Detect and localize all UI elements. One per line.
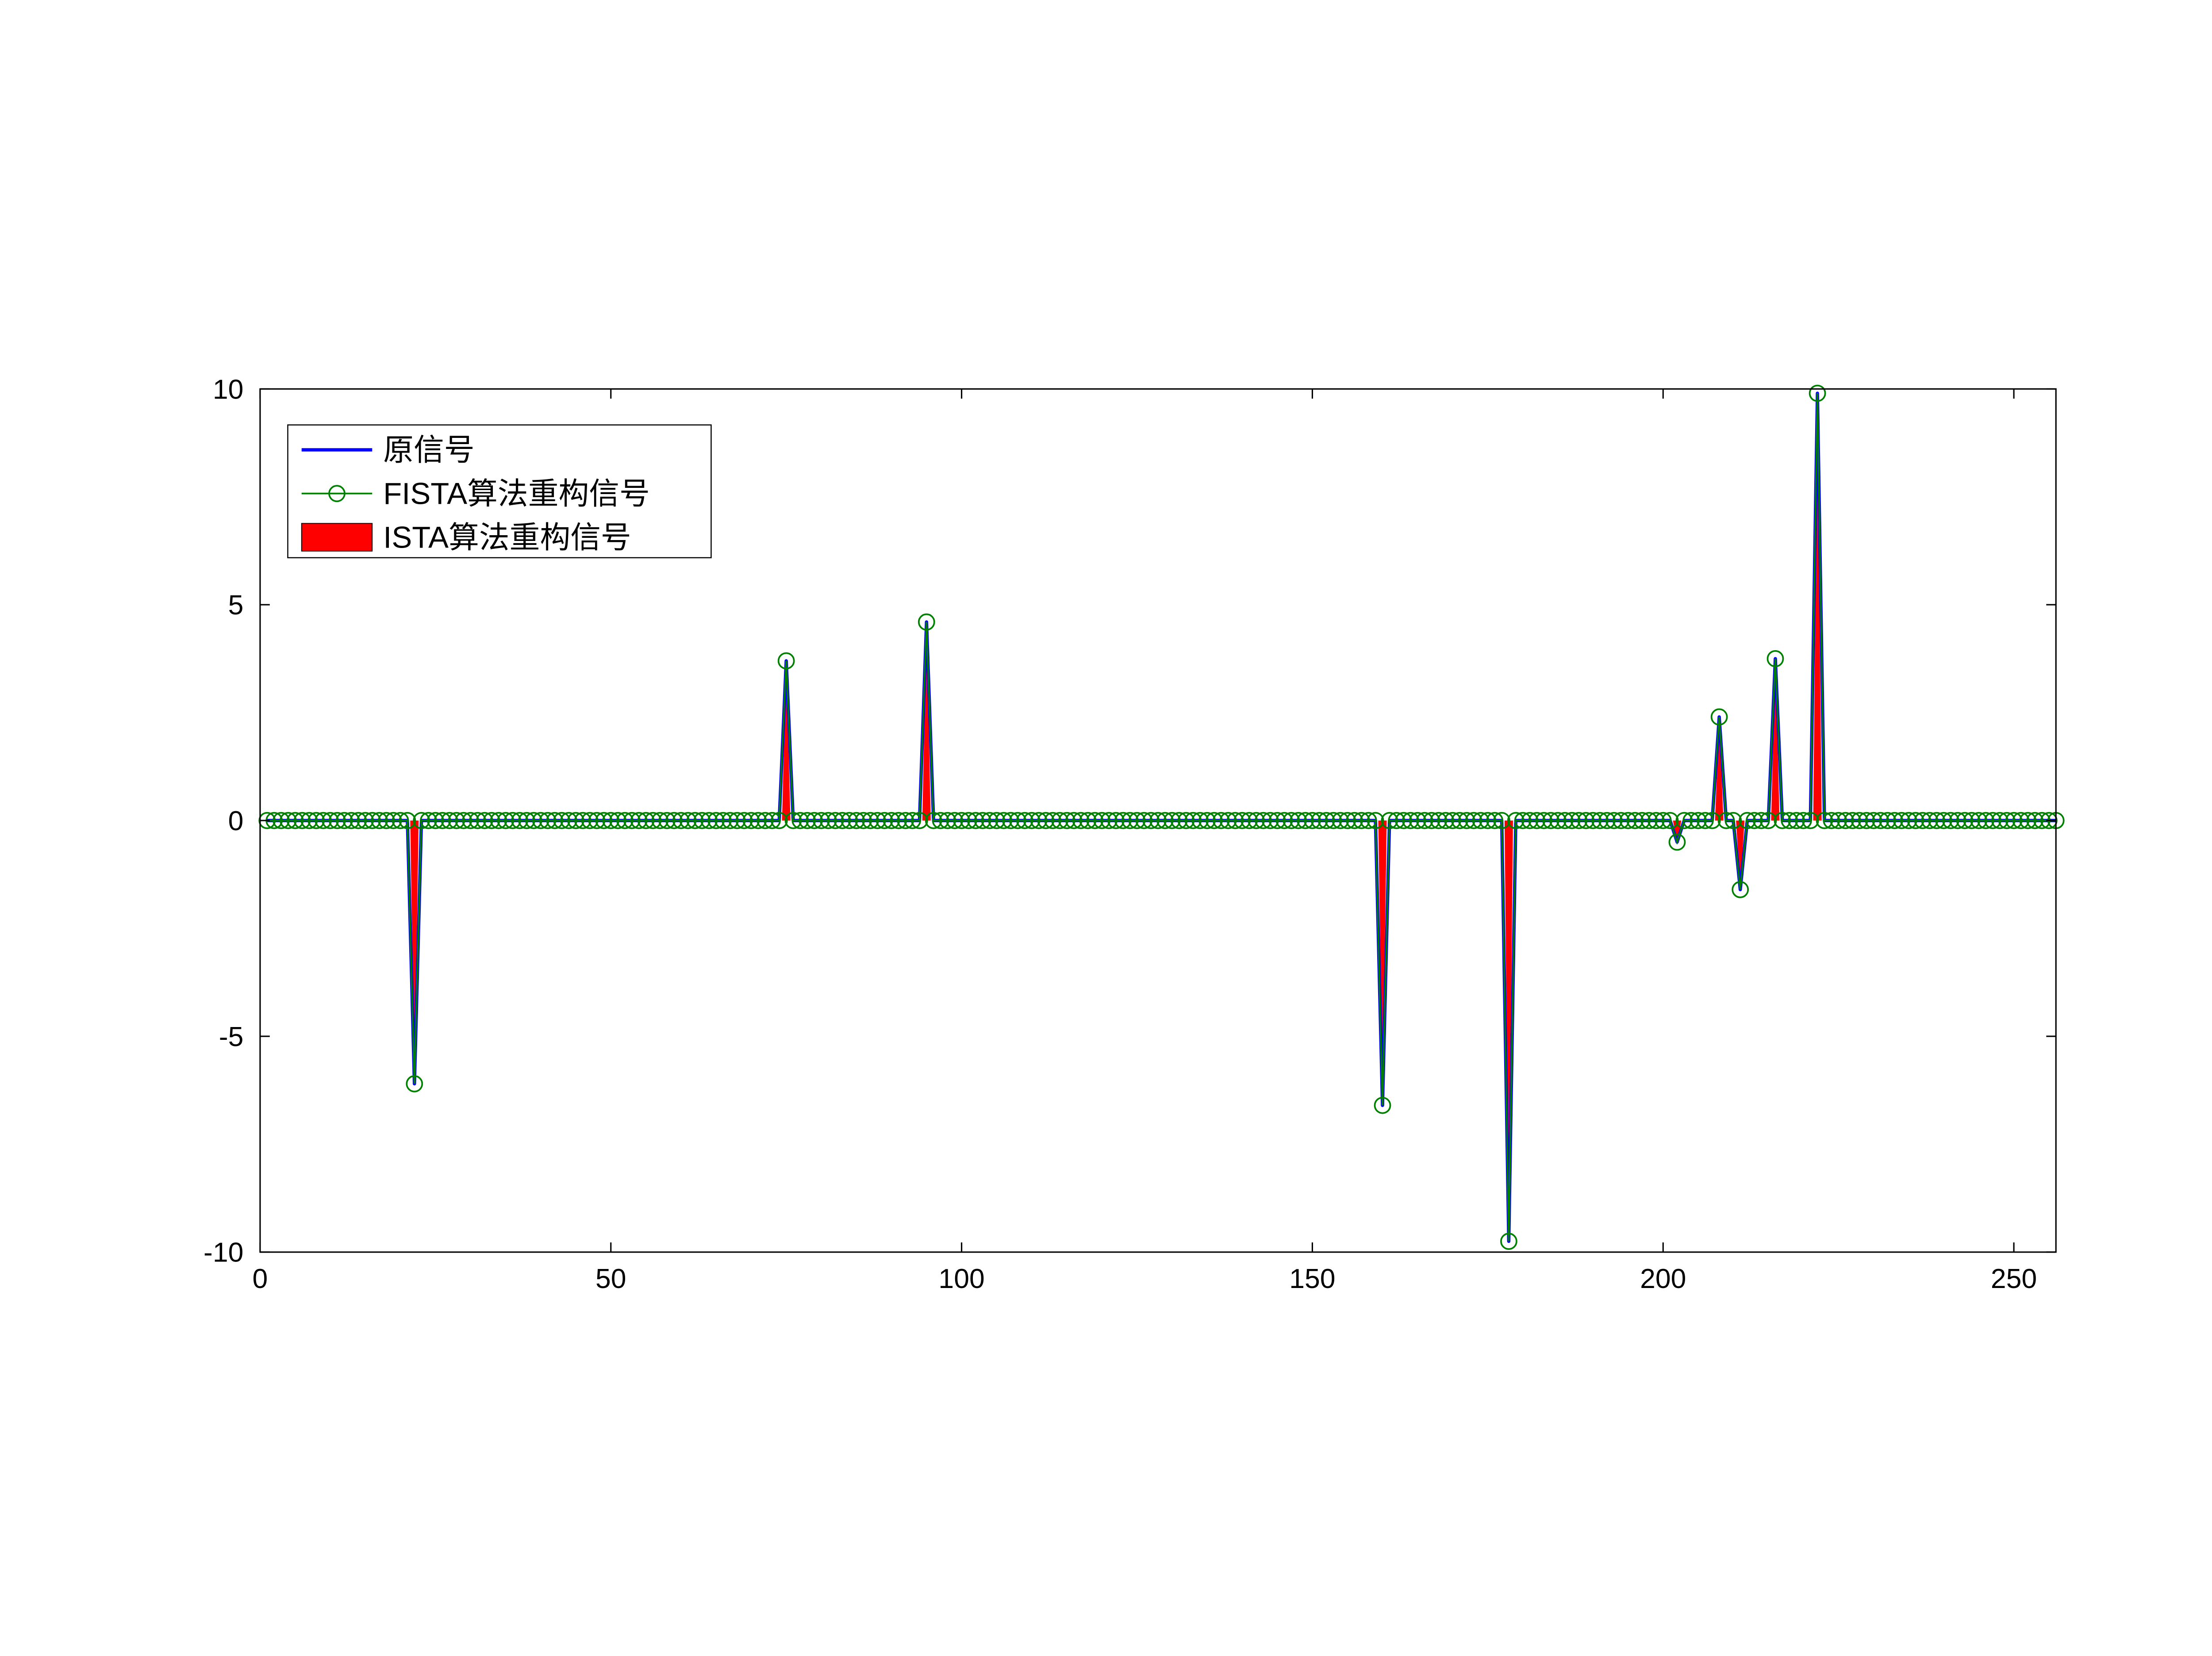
x-tick-label: 250: [1991, 1263, 2037, 1294]
legend-label: FISTA算法重构信号: [383, 477, 650, 511]
legend-swatch-patch: [302, 523, 372, 551]
legend-label: ISTA算法重构信号: [383, 520, 631, 554]
y-tick-label: 10: [213, 374, 244, 405]
y-tick-label: -10: [204, 1237, 243, 1268]
x-tick-label: 0: [253, 1263, 268, 1294]
x-tick-label: 100: [938, 1263, 984, 1294]
x-tick-label: 50: [595, 1263, 626, 1294]
y-tick-label: 0: [228, 805, 244, 836]
signal-reconstruction-chart: 0 50 100 150 200 250 -10 -5 0 5 10 原信号 FISTA算法重构信号 IS…: [0, 0, 2212, 1656]
chart-container: 0 50 100 150 200 250 -10 -5 0 5 10 原信号 FISTA算法重构信号 IS…: [0, 0, 2212, 1656]
y-tick-label: -5: [219, 1021, 244, 1052]
x-tick-label: 150: [1289, 1263, 1335, 1294]
y-tick-label: 5: [228, 590, 244, 621]
x-tick-label: 200: [1640, 1263, 1686, 1294]
legend-label: 原信号: [383, 433, 474, 467]
